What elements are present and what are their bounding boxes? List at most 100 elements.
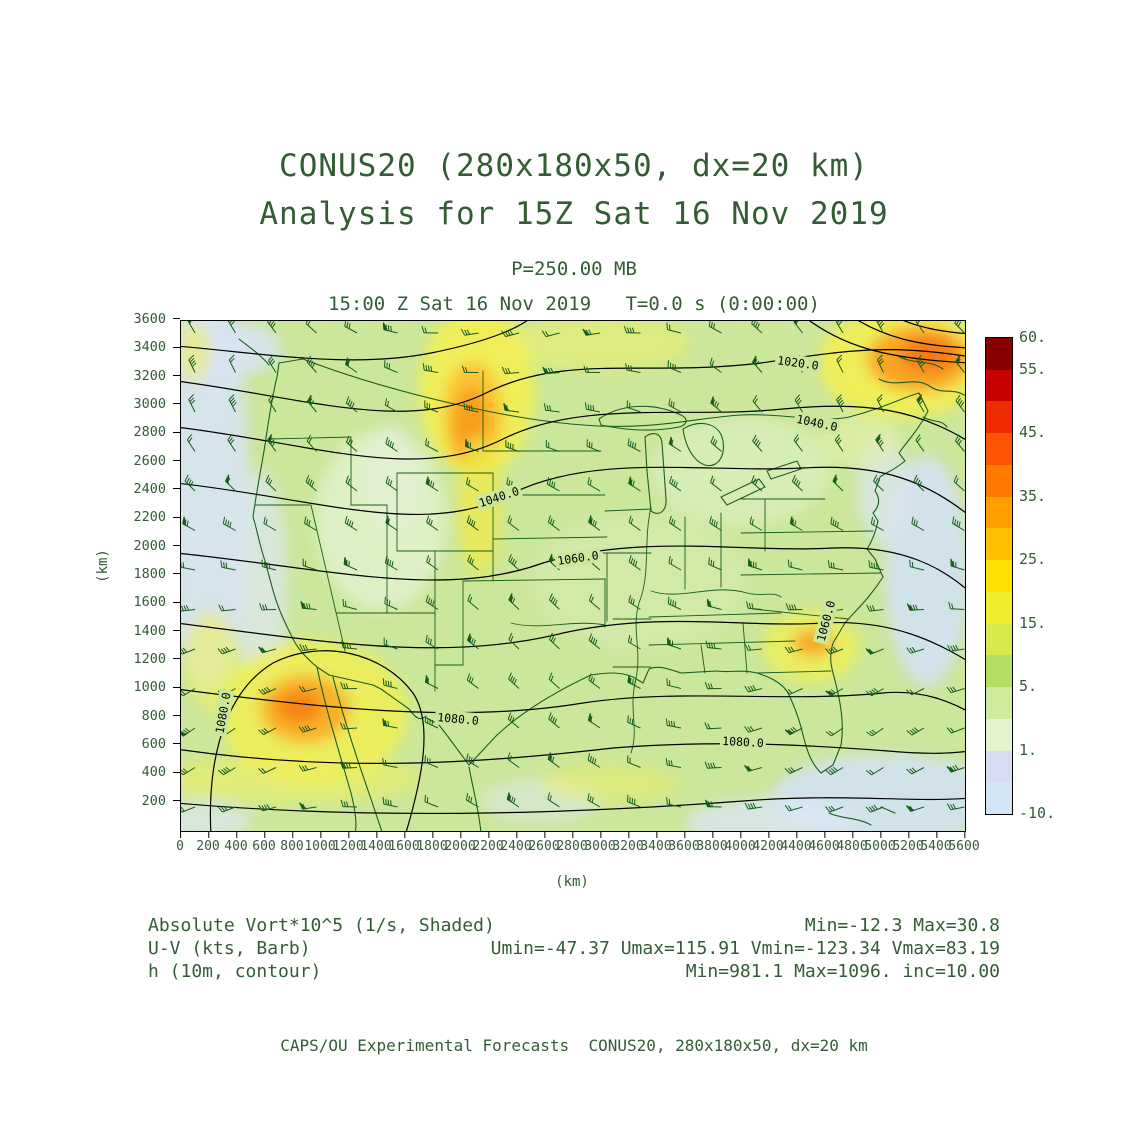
lake-superior: [598, 405, 687, 431]
x-tick-label: 2800: [556, 831, 588, 854]
legend-shaded-name: Absolute Vort*10^5 (1/s, Shaded): [148, 915, 495, 936]
us-outline: [252, 358, 929, 774]
x-tick-label: 400: [224, 831, 248, 854]
x-tick-label: 5600: [948, 831, 980, 854]
x-tick-label: 2000: [444, 831, 476, 854]
colorbar-tick-label: -10.: [1019, 804, 1056, 822]
x-tick-label: 4600: [808, 831, 840, 854]
y-tick-label: 800: [141, 707, 181, 724]
colorbar-band: [986, 623, 1012, 656]
y-tick-label: 1200: [133, 651, 180, 667]
plot-title: CONUS20 (280x180x50, dx=20 km): [279, 148, 869, 184]
y-tick-label: 3600: [133, 311, 180, 327]
lake-huron: [682, 422, 724, 467]
x-tick-label: 4800: [836, 831, 868, 854]
legend-contour-name: h (10m, contour): [148, 961, 322, 982]
x-tick-label: 3000: [584, 831, 616, 854]
lake-erie: [720, 478, 766, 506]
y-tick-label: 2200: [133, 509, 180, 526]
x-tick-label: 2400: [500, 831, 532, 854]
pressure-level-label: P=250.00 MB: [511, 258, 637, 280]
contour-label: 1080.0: [434, 709, 482, 729]
x-tick-label: 1200: [332, 831, 364, 854]
x-tick-label: 0: [176, 831, 184, 854]
y-tick-label: 1600: [133, 594, 180, 611]
x-tick-label: 2200: [472, 831, 504, 854]
wind-barbs: [181, 321, 965, 813]
y-tick-label: 2800: [133, 424, 180, 441]
y-tick-label: 200: [141, 792, 181, 809]
contour-label: 1080.0: [211, 689, 235, 737]
x-tick-label: 4400: [780, 831, 812, 854]
x-tick-label: 5000: [864, 831, 896, 854]
y-axis-title: (km): [94, 549, 111, 583]
y-tick-label: 400: [141, 764, 181, 781]
x-tick-label: 1800: [416, 831, 448, 854]
x-tick-label: 3200: [612, 831, 644, 854]
colorbar-band: [986, 369, 1012, 402]
footer-credit: CAPS/OU Experimental Forecasts CONUS20, …: [280, 1036, 868, 1055]
colorbar-tick-label: 45.: [1019, 423, 1047, 442]
colorbar-band: [986, 560, 1012, 592]
svg-text:1020.0: 1020.0: [776, 353, 819, 373]
x-tick-label: 5200: [892, 831, 924, 854]
colorbar-band: [986, 687, 1012, 719]
x-tick-label: 800: [280, 831, 304, 854]
y-tick-label: 1800: [133, 566, 180, 582]
x-tick-label: 200: [196, 831, 220, 854]
colorbar-band: [986, 750, 1012, 783]
geography-outlines: [238, 338, 965, 831]
x-tick-label: 3800: [696, 831, 728, 854]
y-tick-label: 3200: [133, 367, 180, 384]
legend-contour-stats: Min=981.1 Max=1096. inc=10.00: [685, 961, 1000, 982]
y-tick-label: 2600: [133, 452, 180, 469]
colorbar: [985, 337, 1013, 815]
state-borders: [254, 370, 882, 754]
lake-michigan: [644, 433, 667, 514]
contour-label: 1020.0: [774, 352, 822, 374]
colorbar-band: [986, 591, 1012, 624]
svg-text:1080.0: 1080.0: [722, 734, 764, 750]
contour-label: 1060.0: [554, 547, 602, 569]
x-tick-label: 2600: [528, 831, 560, 854]
colorbar-tick-label: 5.: [1019, 677, 1038, 696]
y-tick-label: 3400: [133, 339, 180, 356]
vorticity-shading: [181, 321, 965, 831]
y-tick-label: 1000: [133, 679, 180, 696]
colorbar-labels: 60. 55. 45. 35. 25. 15. 5. 1. -10.: [1019, 328, 1079, 822]
colorbar-tick-label: 1.: [1019, 740, 1038, 759]
colorbar-tick-label: 55.: [1019, 359, 1047, 378]
colorbar-tick-label: 15.: [1019, 613, 1047, 632]
x-tick-label: 3400: [640, 831, 672, 854]
legend-row-contour: h (10m, contour) Min=981.1 Max=1096. inc…: [148, 960, 1000, 983]
colorbar-tick-label: 35.: [1019, 486, 1047, 505]
y-tick-label: 2000: [133, 537, 180, 554]
x-tick-label: 1600: [388, 831, 420, 854]
colorbar-band: [986, 338, 1012, 370]
colorbar-band: [986, 528, 1012, 561]
colorbar-tick-label: 60.: [1019, 328, 1047, 346]
y-tick-label: 2400: [133, 481, 180, 497]
legend-shaded-stats: Min=-12.3 Max=30.8: [804, 915, 1000, 936]
x-tick-label: 1400: [360, 831, 392, 854]
x-tick-label: 4200: [752, 831, 784, 854]
x-tick-label: 4000: [724, 831, 756, 854]
x-axis-ticks: 0 200 400 600 800 1000 1200 1400 1600 1800 2000 220…: [176, 831, 980, 857]
colorbar-band: [986, 718, 1012, 751]
x-tick-label: 3600: [668, 831, 700, 854]
legend-row-shaded: Absolute Vort*10^5 (1/s, Shaded) Min=-12…: [148, 914, 1000, 937]
x-axis-title: (km): [555, 874, 589, 890]
colorbar-band: [986, 433, 1012, 465]
svg-text:1080.0: 1080.0: [437, 710, 480, 728]
height-contours: [181, 321, 965, 831]
legend-row-wind: U-V (kts, Barb) Umin=-47.37 Umax=115.91 …: [148, 937, 1000, 960]
valid-time-label: 15:00 Z Sat 16 Nov 2019 T=0.0 s (0:00:00…: [328, 293, 820, 315]
x-tick-label: 1000: [304, 831, 336, 854]
legend-wind-stats: Umin=-47.37 Umax=115.91 Vmin=-123.34 Vma…: [490, 938, 1000, 959]
colorbar-band: [986, 401, 1012, 434]
y-tick-label: 3000: [133, 396, 180, 412]
colorbar-tick-label: 25.: [1019, 550, 1047, 569]
lake-ontario: [766, 460, 802, 480]
